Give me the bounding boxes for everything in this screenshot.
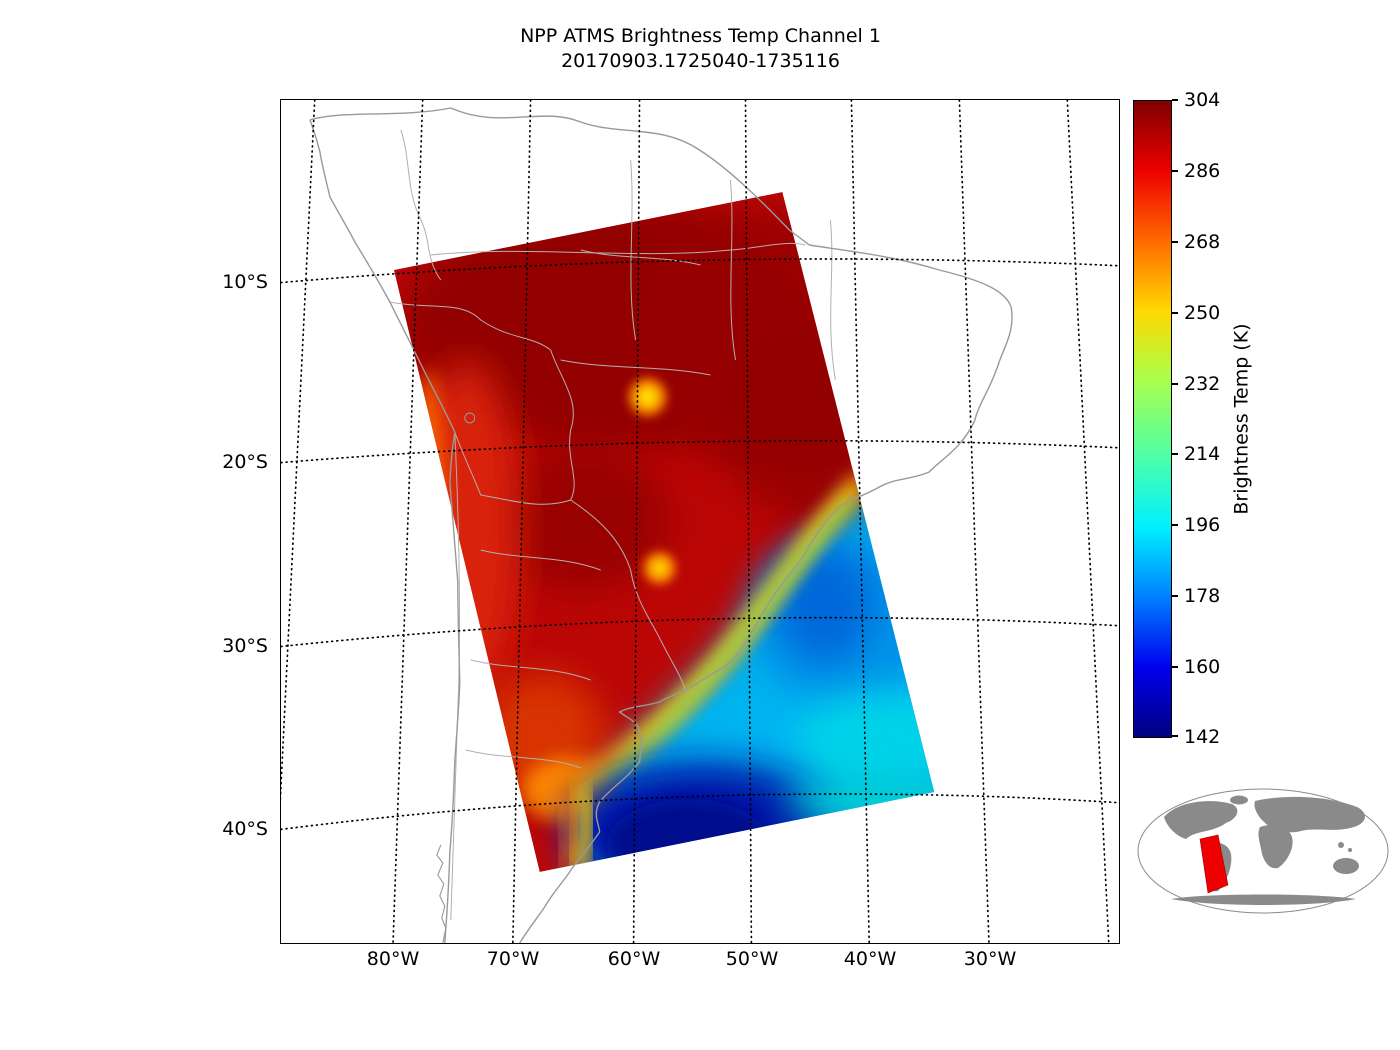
graticule-layer: [281, 100, 1119, 943]
colorbar-tick-label: 142: [1184, 726, 1221, 748]
colorbar-tickmark: [1172, 666, 1178, 668]
colorbar-tick-label: 196: [1184, 514, 1221, 536]
latitude-tick-label: 10°S: [222, 271, 268, 293]
borders-layer: [389, 129, 836, 921]
locator-globe: [1137, 788, 1389, 914]
colorbar-tickmark: [1172, 170, 1178, 172]
colorbar-tick-label: 304: [1184, 89, 1221, 111]
map-canvas: [281, 100, 1119, 943]
longitude-tick-label: 60°W: [607, 948, 661, 970]
satellite-swath-layer: [393, 192, 935, 872]
latitude-tick-label: 30°S: [222, 635, 268, 657]
colorbar-tickmark: [1172, 241, 1178, 243]
swath-footprint-highlight: [1199, 834, 1229, 894]
colorbar-gradient: [1133, 100, 1172, 738]
longitude-tick-label: 80°W: [366, 948, 420, 970]
longitude-tick-label: 70°W: [486, 948, 540, 970]
colorbar-tick-label: 232: [1184, 373, 1221, 395]
longitude-tick-label: 40°W: [843, 948, 897, 970]
map-plot: [280, 99, 1120, 944]
colorbar-tickmark: [1172, 453, 1178, 455]
locator-inset: [1136, 786, 1390, 916]
colorbar-tickmark: [1172, 383, 1178, 385]
colorbar-tick-label: 214: [1184, 443, 1221, 465]
colorbar-tickmark: [1172, 595, 1178, 597]
figure-title-line2: 20170903.1725040-1735116: [561, 50, 840, 72]
colorbar-tick-label: 160: [1184, 656, 1221, 678]
colorbar-tickmark: [1172, 735, 1178, 737]
colorbar-tickmark: [1172, 524, 1178, 526]
longitude-tick-label: 30°W: [963, 948, 1017, 970]
colorbar-tickmark: [1172, 312, 1178, 314]
colorbar-tickmark: [1172, 99, 1178, 101]
colorbar-tick-label: 286: [1184, 160, 1221, 182]
colorbar-tick-label: 250: [1184, 302, 1221, 324]
latitude-tick-label: 40°S: [222, 818, 268, 840]
coastline-layer: [309, 107, 1013, 943]
figure-title-line1: NPP ATMS Brightness Temp Channel 1: [520, 25, 881, 47]
colorbar-tick-label: 178: [1184, 585, 1221, 607]
latitude-tick-label: 20°S: [222, 451, 268, 473]
figure-title: NPP ATMS Brightness Temp Channel 1 20170…: [281, 24, 1120, 74]
longitude-tick-label: 50°W: [725, 948, 779, 970]
colorbar-axis-label: Brightness Temp (K): [1231, 323, 1253, 515]
colorbar-axis-label-wrap: Brightness Temp (K): [1222, 100, 1262, 738]
colorbar-tick-label: 268: [1184, 231, 1221, 253]
